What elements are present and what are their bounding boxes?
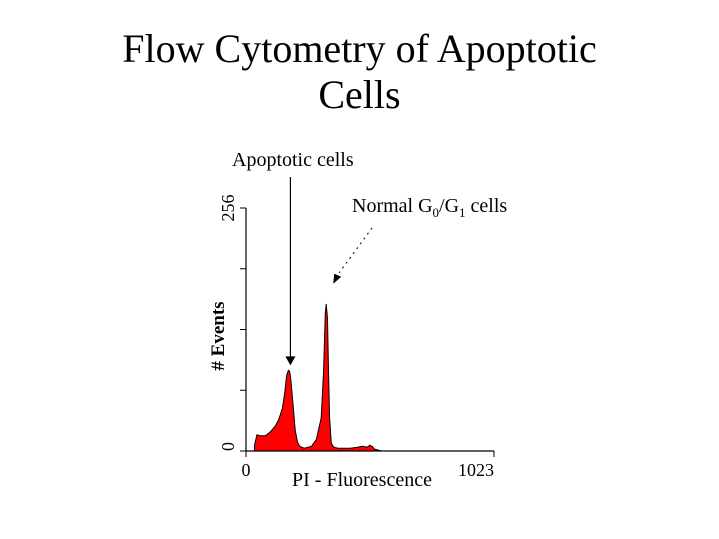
annotation-normal-text: Normal G (352, 195, 433, 217)
y-tick-label: 0 (218, 442, 238, 451)
slide-title: Flow Cytometry of Apoptotic Cells (0, 26, 719, 118)
slide-title-line-1: Flow Cytometry of Apoptotic (122, 26, 597, 71)
plot-area (254, 303, 494, 452)
arrowhead-apoptotic-cells (285, 356, 296, 366)
y-tick-group: 0 256 (218, 195, 246, 452)
x-axis-label: PI - Fluorescence (292, 469, 432, 491)
annotation-normal-end: cells (466, 195, 508, 217)
y-axis-label: # Events (208, 301, 229, 370)
x-tick-label: 1023 (458, 460, 494, 480)
y-tick-label: 256 (218, 195, 238, 222)
x-tick-label: 0 (242, 460, 251, 480)
slide-title-line-2: Cells (318, 72, 401, 117)
annotation-normal-sub-1: 1 (459, 205, 466, 220)
annotation-normal-cells: Normal G0/G1 cells (352, 195, 507, 220)
annotation-apoptotic-cells: Apoptotic cells (232, 149, 354, 171)
annotation-normal-sub-0: 0 (433, 205, 440, 220)
arrowhead-normal-cells (333, 273, 342, 284)
annotation-normal-mid: /G (439, 195, 459, 217)
arrow-normal-cells (338, 227, 373, 274)
x-tick-group: 0 1023 (242, 451, 495, 480)
histogram-area (254, 303, 494, 452)
